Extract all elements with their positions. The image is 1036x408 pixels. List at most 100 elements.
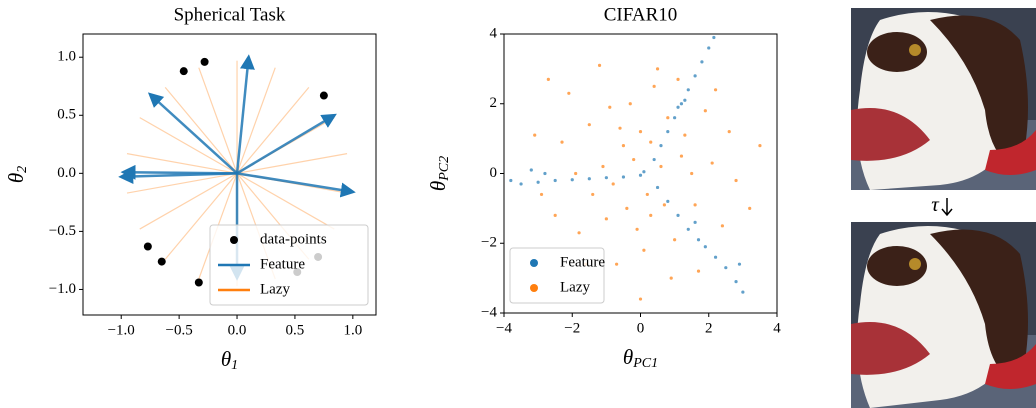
- y-axis-label: θPC2: [426, 156, 452, 191]
- feature-arrow: [235, 54, 255, 174]
- point: [662, 203, 666, 207]
- point: [748, 206, 752, 210]
- point: [659, 164, 663, 169]
- subscript: PC2: [437, 156, 452, 182]
- x-tick-label: 0.0: [228, 322, 247, 338]
- subscript: 2: [15, 166, 30, 173]
- point: [553, 213, 557, 217]
- point: [635, 227, 639, 231]
- point: [587, 177, 591, 181]
- point: [319, 91, 328, 100]
- point: [567, 91, 571, 95]
- x-axis-label: θPC1: [623, 345, 658, 371]
- point: [638, 130, 643, 134]
- dog-image-transformed: [851, 222, 1036, 408]
- x-tick-label: 0.5: [286, 322, 305, 338]
- lazy-line: [139, 117, 238, 174]
- point: [642, 248, 646, 252]
- point: [632, 157, 636, 162]
- point: [693, 74, 697, 78]
- chart-title: CIFAR10: [604, 4, 678, 25]
- y-tick-label: −1.0: [49, 281, 76, 297]
- subscript: 1: [231, 358, 238, 373]
- dog-image-original: [851, 8, 1036, 190]
- point: [655, 67, 660, 71]
- point: [611, 182, 615, 186]
- point: [683, 133, 687, 137]
- feature-arrow: [120, 164, 238, 180]
- symbol: θ: [623, 345, 633, 369]
- point: [618, 126, 622, 130]
- point: [157, 257, 166, 266]
- y-tick-label: 1.0: [57, 49, 76, 65]
- point: [690, 171, 694, 176]
- point: [539, 192, 544, 197]
- legend-label: data-points: [260, 231, 327, 247]
- lazy-line: [126, 153, 238, 174]
- x-tick-label: −1.0: [108, 322, 135, 338]
- chart: Spherical Task −1.0 −0.5 0.0 0.5 1.0 −1.0 −0.5 0…: [4, 4, 377, 373]
- point: [649, 140, 653, 144]
- point: [686, 88, 690, 92]
- point: [741, 290, 745, 294]
- point: [604, 176, 608, 180]
- symbol: θ: [4, 173, 28, 183]
- y-tick-label: 0.0: [57, 165, 76, 181]
- point: [560, 140, 564, 144]
- point: [734, 280, 738, 284]
- point: [652, 84, 656, 88]
- point: [143, 242, 152, 251]
- point: [608, 105, 612, 109]
- point: [615, 262, 619, 266]
- point: [659, 144, 663, 148]
- point: [710, 161, 714, 165]
- point: [625, 206, 629, 210]
- point: [666, 199, 670, 203]
- point: [587, 123, 591, 127]
- point: [686, 227, 690, 231]
- point: [693, 220, 697, 224]
- point: [194, 278, 203, 287]
- point: [574, 171, 578, 176]
- feature-arrow: [147, 92, 238, 175]
- point: [638, 297, 643, 301]
- point: [642, 170, 646, 174]
- symbol: θ: [221, 347, 231, 371]
- point: [703, 109, 707, 113]
- point: [713, 88, 718, 92]
- x-tick-label: 2: [705, 320, 713, 336]
- point: [604, 217, 608, 221]
- point: [666, 116, 670, 120]
- point: [200, 57, 209, 66]
- point: [655, 185, 660, 190]
- legend-marker: [530, 284, 538, 292]
- lazy-line: [236, 172, 335, 230]
- point: [679, 102, 684, 106]
- point: [543, 171, 547, 176]
- subscript: PC1: [632, 356, 658, 371]
- point: [676, 105, 680, 109]
- y-tick-label: 0: [490, 165, 498, 181]
- point: [669, 276, 673, 280]
- lazy-line: [236, 87, 310, 174]
- x-tick-label: 1.0: [343, 322, 362, 338]
- transform-arrow: [941, 198, 953, 217]
- point: [638, 173, 643, 177]
- legend-label: Feature: [560, 254, 605, 270]
- point: [529, 168, 533, 172]
- x-tick-label: −0.5: [166, 322, 193, 338]
- x-tick-label: 0: [637, 320, 645, 336]
- point: [645, 192, 649, 197]
- legend-marker: [230, 236, 238, 244]
- lazy-line: [236, 67, 276, 174]
- point: [696, 238, 701, 242]
- legend: Feature Lazy: [509, 247, 605, 304]
- point: [700, 60, 704, 64]
- point: [703, 245, 707, 249]
- lazy-line: [164, 172, 238, 260]
- point: [601, 164, 605, 169]
- point: [679, 154, 684, 158]
- legend-box: [209, 224, 369, 306]
